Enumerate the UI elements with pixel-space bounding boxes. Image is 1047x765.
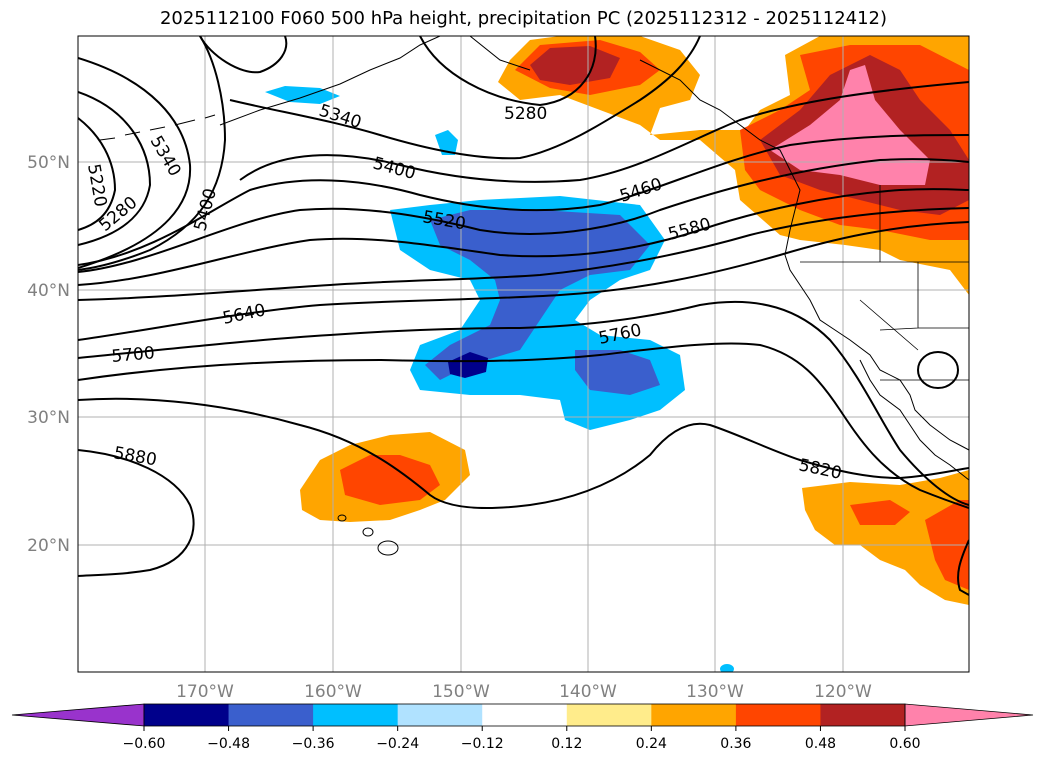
map-border xyxy=(77,35,970,673)
lat-label-20n: 20°N xyxy=(27,536,70,556)
graticule xyxy=(78,36,969,672)
colorbar-segment xyxy=(566,704,652,726)
colorbar-segment xyxy=(482,704,568,726)
contour-5640 xyxy=(78,207,969,301)
colorbar-extend-high xyxy=(904,703,1034,727)
lat-label-40n: 40°N xyxy=(27,281,70,301)
lon-label-170w: 170°W xyxy=(176,682,234,702)
colorbar-tick-label: 0.48 xyxy=(805,736,836,752)
lat-labels: 50°N 40°N 30°N 20°N xyxy=(27,153,70,556)
shade-pink-north xyxy=(770,65,930,185)
coastlines xyxy=(99,36,969,556)
colorbar-outline xyxy=(143,703,906,727)
contour-5400-west xyxy=(78,36,227,271)
shading-layer xyxy=(265,36,969,672)
colorbar-segment xyxy=(735,704,821,726)
shade-blue-central xyxy=(425,210,660,395)
contour-5340 xyxy=(229,36,701,160)
borders xyxy=(800,185,969,381)
contour-label: 5280 xyxy=(504,104,547,124)
contour-5460 xyxy=(78,134,969,266)
contour-closed-low xyxy=(917,351,959,389)
shade-blue-small xyxy=(435,130,458,155)
contour-5280-west xyxy=(78,91,152,246)
contour-5220 xyxy=(78,117,117,231)
shade-blue-south xyxy=(720,664,734,672)
contour-5580 xyxy=(78,188,969,286)
colorbar-segments xyxy=(11,703,1034,727)
figure-title: 2025112100 F060 500 hPa height, precipit… xyxy=(159,8,888,29)
lat-label-50n: 50°N xyxy=(27,153,70,173)
coast-hawaii-2 xyxy=(362,527,374,537)
shade-navy-central xyxy=(448,352,488,378)
colorbar-tick-label: 0.36 xyxy=(720,736,751,752)
coast-baja xyxy=(859,359,969,481)
lon-label-160w: 160°W xyxy=(304,682,362,702)
contour-5400 xyxy=(239,81,969,183)
colorbar-segment xyxy=(651,704,737,726)
shade-orange-mexico xyxy=(802,470,969,605)
coast-aleutians xyxy=(99,114,216,141)
contour-label: 5700 xyxy=(111,343,156,367)
colorbar-segment xyxy=(144,704,230,726)
contour-5880-south xyxy=(78,449,195,577)
colorbar-tick-label: −0.24 xyxy=(376,736,419,752)
colorbar-tick-label: 0.24 xyxy=(636,736,667,752)
contour-5280-north xyxy=(419,36,597,107)
contour-5520 xyxy=(78,158,969,273)
lon-label-130w: 130°W xyxy=(686,682,744,702)
colorbar-tick-label: −0.12 xyxy=(461,736,504,752)
coast-hawaii-3 xyxy=(337,514,347,522)
colorbar-ticks: −0.60 −0.48 −0.36 −0.24 −0.12 0.12 0.24 0.36 0.4… xyxy=(123,726,921,752)
contour-5820 xyxy=(78,342,969,509)
colorbar-segment xyxy=(397,704,483,726)
colorbar-tick-label: −0.60 xyxy=(123,736,166,752)
shade-red-hawaii xyxy=(340,455,440,505)
colorbar-tick-label: −0.48 xyxy=(207,736,250,752)
map-panel: 5220 5280 5340 5280 5340 5400 5400 5460 … xyxy=(78,36,969,672)
colorbar-tick-label: 0.12 xyxy=(551,736,582,752)
contour-5700 xyxy=(78,221,969,341)
colorbar: −0.60 −0.48 −0.36 −0.24 −0.12 0.12 0.24 0.36 0.4… xyxy=(11,703,1034,752)
height-contours xyxy=(78,36,969,596)
lon-label-120w: 120°W xyxy=(814,682,872,702)
lat-label-30n: 30°N xyxy=(27,408,70,428)
colorbar-segment xyxy=(313,704,399,726)
lon-labels: 170°W 160°W 150°W 140°W 130°W 120°W xyxy=(176,682,872,702)
lon-label-140w: 140°W xyxy=(559,682,617,702)
colorbar-segment xyxy=(228,704,314,726)
shade-red-mexico xyxy=(850,500,969,590)
contour-se-corner xyxy=(957,539,969,596)
lon-label-150w: 150°W xyxy=(432,682,490,702)
contour-loop-north xyxy=(199,36,288,74)
colorbar-tick-label: 0.60 xyxy=(889,736,920,752)
colorbar-segment xyxy=(820,704,906,726)
contour-5880 xyxy=(78,397,969,509)
coast-hawaii xyxy=(377,540,399,556)
colorbar-tick-label: −0.36 xyxy=(292,736,335,752)
contour-5340-west xyxy=(78,57,192,269)
contour-5760 xyxy=(78,300,969,506)
colorbar-extend-low xyxy=(11,703,145,727)
